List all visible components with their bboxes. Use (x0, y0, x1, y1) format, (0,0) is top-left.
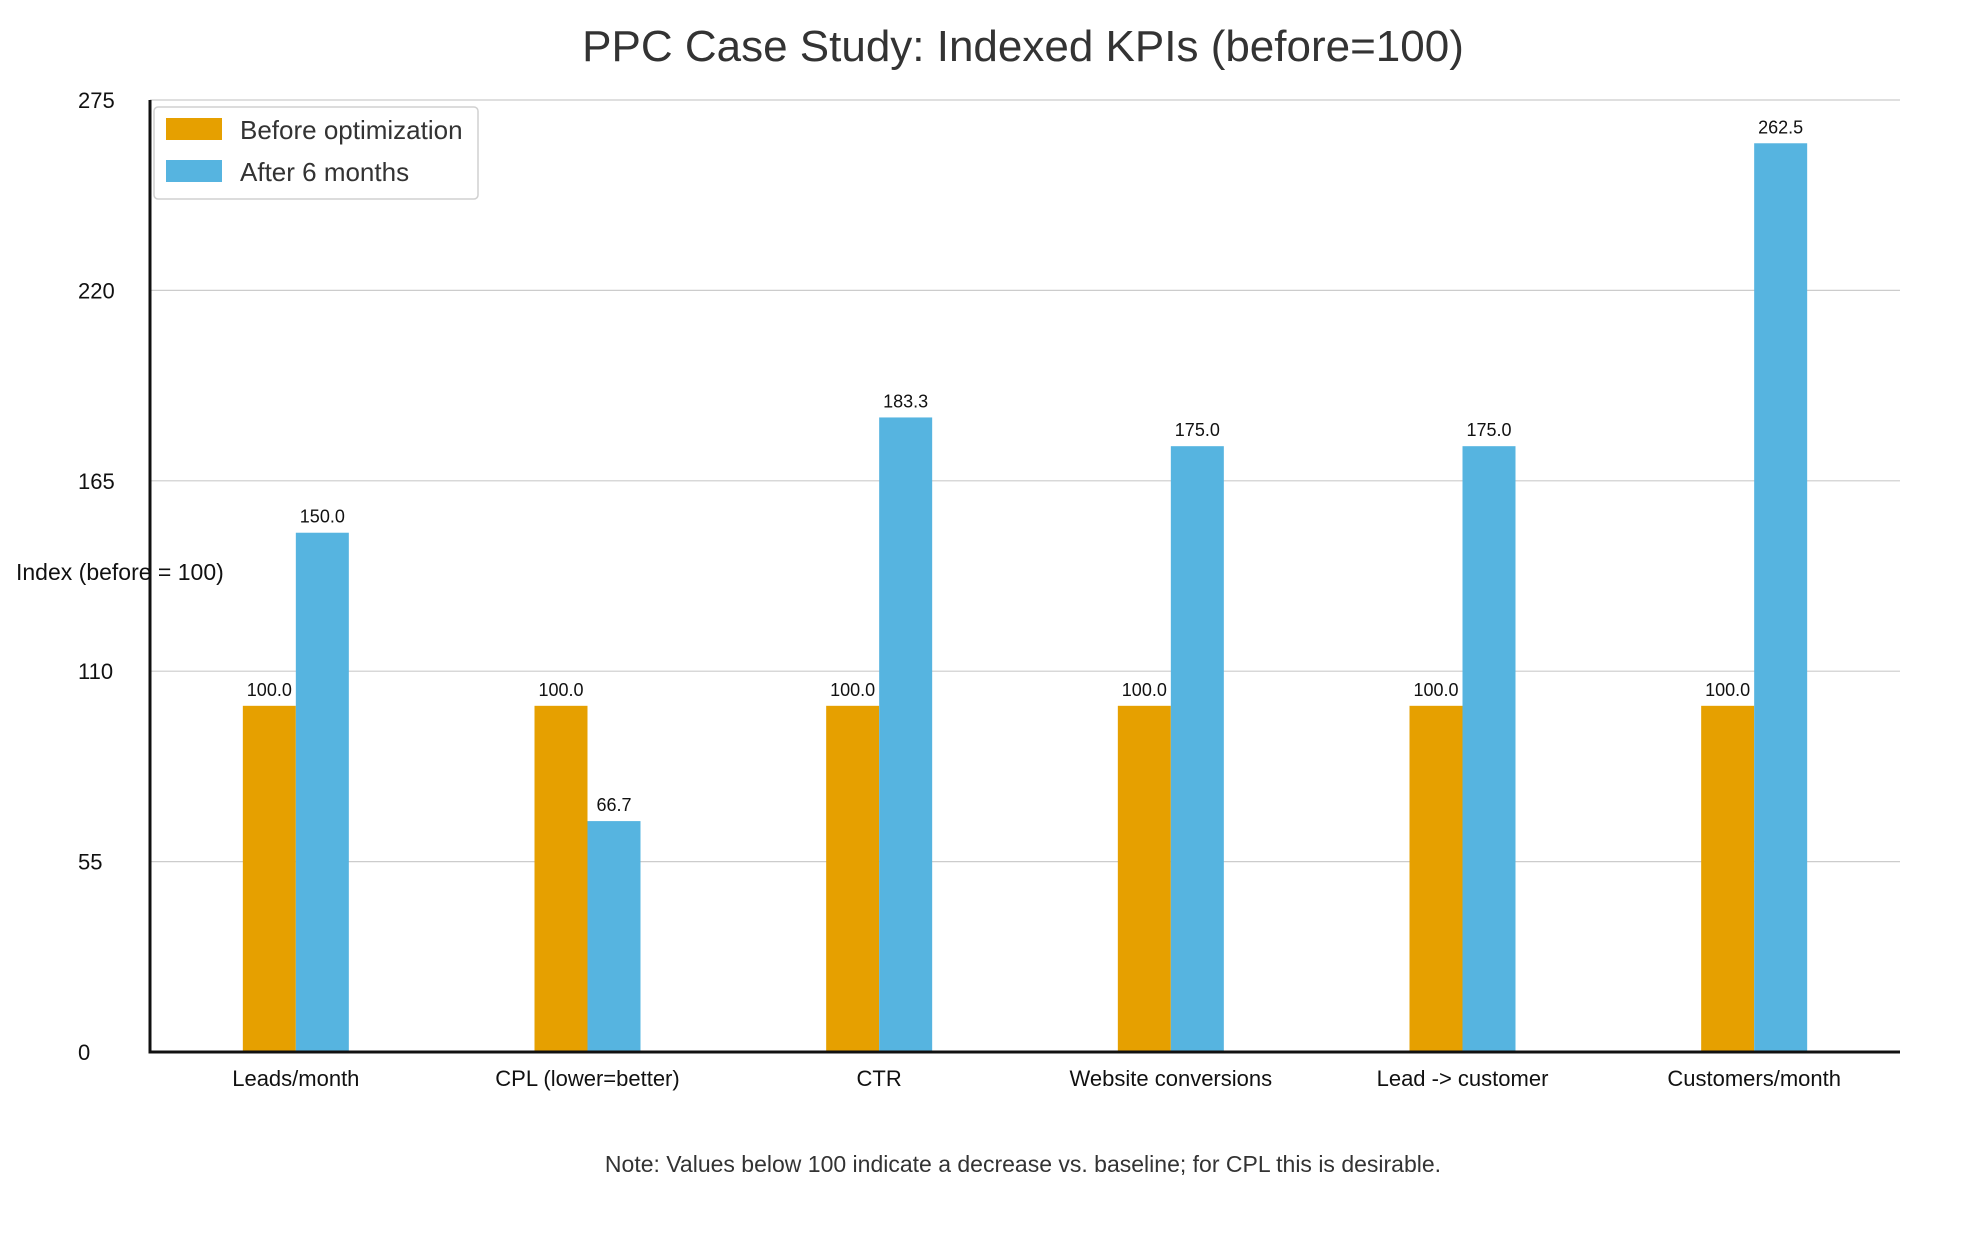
legend-entry: Before optimization (240, 115, 463, 145)
y-tick-label: 0 (78, 1040, 90, 1065)
chart-note: Note: Values below 100 indicate a decrea… (605, 1151, 1441, 1177)
data-labels: 100.0 150.0 100.0 66.7 100.0 183.3 100.0 175.0 1… (247, 117, 1803, 815)
y-axis-ticks: 0 55 110 165 220 275 (78, 88, 115, 1065)
y-tick-label: 275 (78, 88, 115, 113)
bars (242, 143, 1808, 1053)
bar (534, 705, 588, 1052)
data-label: 175.0 (1175, 420, 1220, 440)
x-tick-label: CPL (lower=better) (495, 1066, 679, 1091)
data-label: 150.0 (300, 507, 345, 527)
y-axis-label: Index (before = 100) (16, 559, 224, 585)
data-label: 100.0 (1413, 680, 1458, 700)
x-tick-label: CTR (857, 1066, 902, 1091)
axes (148, 100, 1900, 1054)
bar (826, 705, 880, 1052)
data-label: 100.0 (830, 680, 875, 700)
x-tick-label: Customers/month (1667, 1066, 1841, 1091)
x-tick-label: Website conversions (1070, 1066, 1273, 1091)
bar (1170, 446, 1224, 1052)
data-label: 66.7 (596, 795, 631, 815)
legend-box (153, 106, 479, 200)
y-tick-label: 165 (78, 469, 115, 494)
bar (1462, 446, 1516, 1052)
legend-swatch (166, 160, 222, 182)
bar (1701, 705, 1755, 1052)
data-label: 183.3 (883, 391, 928, 411)
x-tick-label: Leads/month (232, 1066, 359, 1091)
data-label: 100.0 (1122, 680, 1167, 700)
legend-entry: After 6 months (240, 157, 409, 187)
bar (1754, 143, 1808, 1053)
bar (1117, 705, 1171, 1052)
bar (242, 705, 296, 1052)
legend: Before optimization After 6 months (153, 106, 479, 200)
y-tick-label: 220 (78, 278, 115, 303)
chart-title: PPC Case Study: Indexed KPIs (before=100… (582, 22, 1464, 71)
x-axis-ticks: Leads/month CPL (lower=better) CTR Website … (232, 1066, 1841, 1091)
data-label: 262.5 (1758, 117, 1803, 137)
data-label: 100.0 (247, 680, 292, 700)
y-tick-label: 55 (78, 850, 102, 875)
data-label: 100.0 (1705, 680, 1750, 700)
data-label: 100.0 (538, 680, 583, 700)
bar (1409, 705, 1463, 1052)
y-tick-label: 110 (78, 659, 113, 684)
gridlines (150, 99, 1900, 863)
legend-swatch (166, 118, 222, 140)
bar (879, 417, 933, 1052)
data-label: 175.0 (1466, 420, 1511, 440)
bar (295, 532, 349, 1052)
x-tick-label: Lead -> customer (1377, 1066, 1549, 1091)
bar (587, 821, 641, 1052)
